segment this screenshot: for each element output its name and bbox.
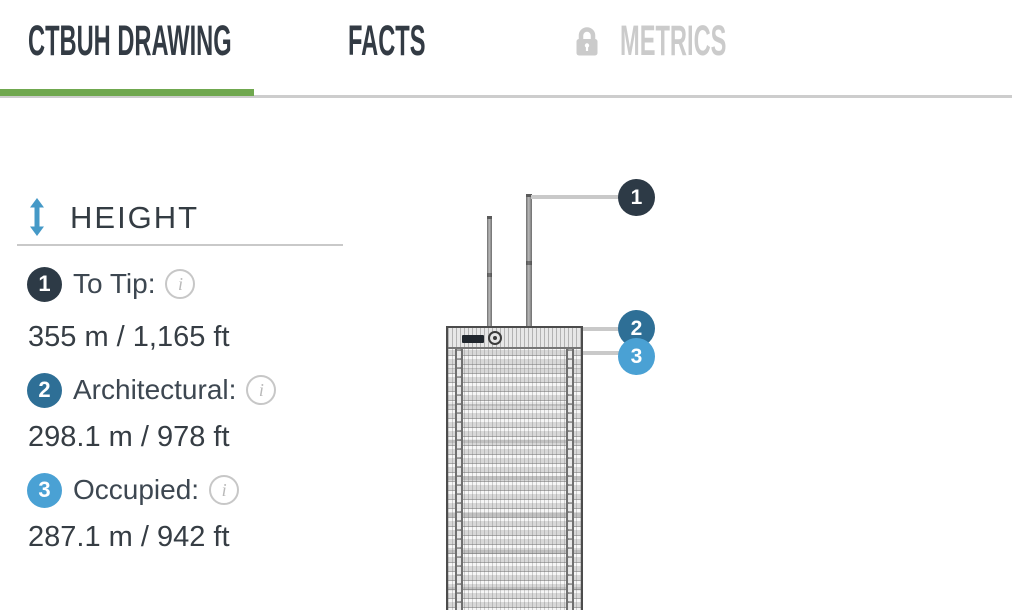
height-badge-1: 1	[27, 266, 62, 302]
lock-icon	[573, 26, 601, 57]
building-logo	[462, 335, 484, 343]
tab-ctbuh-drawing[interactable]: CTBUH DRAWING	[28, 17, 398, 65]
tab-ctbuh-drawing-label: CTBUH DRAWING	[28, 17, 232, 65]
drawing-marker-3: 3	[618, 338, 655, 375]
building-antenna-tall	[526, 194, 532, 328]
tab-metrics-label: METRICS	[620, 17, 727, 65]
drawing-marker-1: 1	[618, 179, 655, 216]
info-icon[interactable]: i	[165, 269, 196, 299]
height-value-to-tip: 355 m / 1,165 ft	[28, 321, 230, 353]
height-value-architectural: 298.1 m / 978 ft	[28, 421, 230, 453]
tab-bar-divider	[0, 95, 1012, 98]
height-badge-2: 2	[27, 372, 62, 408]
tab-facts-label: FACTS	[348, 17, 426, 65]
marker-leader-line-1	[531, 195, 620, 199]
height-label-to-tip: To Tip:	[73, 268, 156, 299]
height-label-occupied: Occupied:	[73, 474, 200, 505]
height-value-occupied: 287.1 m / 942 ft	[28, 521, 230, 553]
active-tab-indicator	[0, 89, 254, 96]
marker-leader-line-2	[583, 327, 620, 331]
height-arrows-icon	[28, 198, 46, 241]
height-row-to-tip: 1 To Tip: i	[27, 266, 196, 302]
height-label-architectural: Architectural:	[73, 374, 237, 405]
building-mullion-right	[566, 349, 574, 610]
height-badge-3: 3	[27, 472, 62, 508]
info-icon[interactable]: i	[246, 375, 277, 405]
building-drawing	[446, 326, 583, 610]
tab-metrics[interactable]: METRICS	[573, 17, 814, 65]
height-row-occupied: 3 Occupied: i	[27, 472, 240, 508]
building-mullion-left	[455, 349, 463, 610]
building-antenna-short	[487, 216, 492, 328]
info-icon[interactable]: i	[209, 475, 240, 505]
building-roof-band	[448, 328, 581, 349]
tab-facts[interactable]: FACTS	[348, 17, 489, 65]
building-logo-circle-icon	[488, 331, 502, 345]
height-section-divider	[17, 244, 343, 246]
height-row-architectural: 2 Architectural: i	[27, 372, 277, 408]
marker-leader-line-3	[583, 351, 620, 355]
height-section-title: HEIGHT	[70, 200, 200, 235]
